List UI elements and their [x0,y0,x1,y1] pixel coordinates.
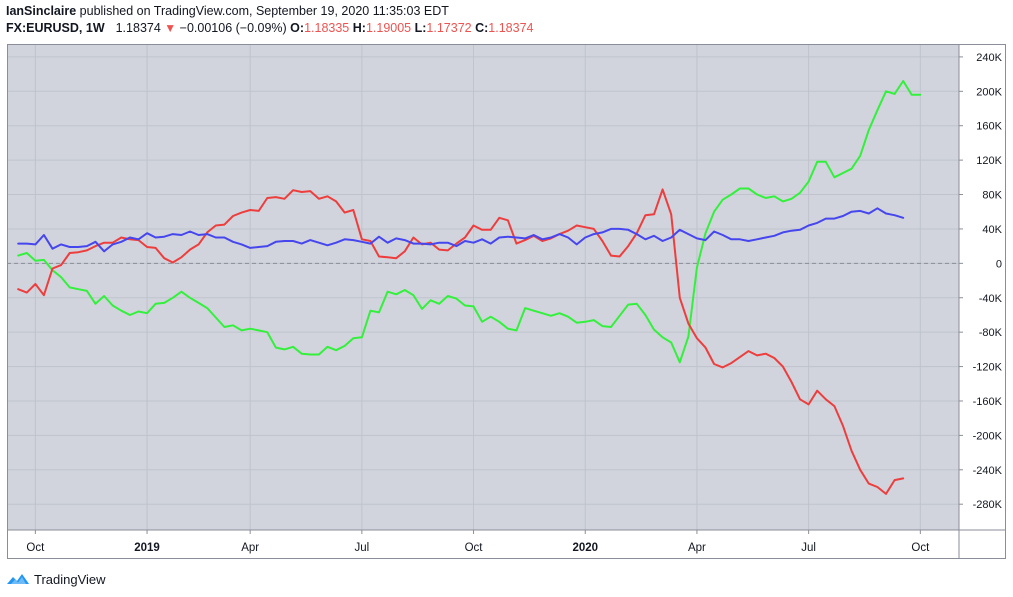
interval-label[interactable]: 1W [85,21,105,35]
footer-brand[interactable]: TradingView [34,571,106,587]
series-line-blue[interactable] [17,207,905,253]
x-tick-label: Jul [801,542,816,554]
footer: TradingView [6,568,106,590]
y-tick-label: 160K [976,121,1002,133]
y-tick-label: -80K [979,327,1003,339]
x-axis: Oct 2019 Apr Jul Oct 2020 Apr Jul Oct [26,530,930,554]
y-tick-label: -120K [973,362,1003,374]
published-text: published on TradingView.com, September … [79,4,449,18]
price-change: −0.00106 (−0.09%) [179,21,287,35]
last-price: 1.18374 [115,21,161,35]
y-tick-label: -240K [973,465,1003,477]
price-scale[interactable] [959,44,1006,530]
tradingview-logo-icon[interactable] [6,571,30,587]
series-line-red[interactable] [17,188,905,495]
y-tick-label: -160K [973,396,1003,408]
publish-line: IanSinclaire published on TradingView.co… [6,2,1006,20]
x-tick-label: Apr [241,542,259,554]
x-tick-label: Oct [26,542,45,554]
open-label: O: [290,21,305,35]
series-line-green[interactable] [17,80,922,364]
plot-area[interactable] [7,44,959,530]
y-tick-label: 80K [982,190,1002,202]
x-tick-label: Oct [911,542,930,554]
high-value: 1.19005 [365,21,412,35]
high-label: H: [352,21,366,35]
symbol-label[interactable]: FX:EURUSD, [6,21,83,35]
x-tick-label: Apr [688,542,706,554]
close-label: C: [475,21,489,35]
author-name[interactable]: IanSinclaire [6,4,77,18]
x-tick-label: 2019 [134,542,160,554]
low-value: 1.17372 [426,21,472,35]
open-value: 1.18335 [304,21,350,35]
y-tick-label: 120K [976,155,1002,167]
x-tick-label: Jul [355,542,370,554]
y-tick-label: 0 [996,258,1002,270]
plot-frame [7,44,1006,559]
y-tick-label: -40K [979,293,1003,305]
ohlc-legend: FX:EURUSD, 1W 1.18374 ▼ −0.00106 (−0.09%… [6,20,1006,37]
y-axis: 240K 200K 160K 120K 80K 40K 0 -40K -80K -120K -160… [959,52,1003,511]
chart-svg[interactable]: 240K 200K 160K 120K 80K 40K 0 -40K -80K -120K -160… [0,0,1013,565]
y-tick-label: 240K [976,52,1002,64]
y-tick-label: -280K [973,499,1003,511]
close-value: 1.18374 [488,21,534,35]
low-label: L: [414,21,427,35]
chart-header: IanSinclaire published on TradingView.co… [6,2,1006,37]
series-layer [17,80,922,495]
y-tick-label: 200K [976,86,1002,98]
x-tick-label: 2020 [572,542,598,554]
y-tick-label: -200K [973,430,1003,442]
down-arrow-icon: ▼ [164,21,177,35]
x-tick-label: Oct [465,542,484,554]
y-tick-label: 40K [982,224,1002,236]
